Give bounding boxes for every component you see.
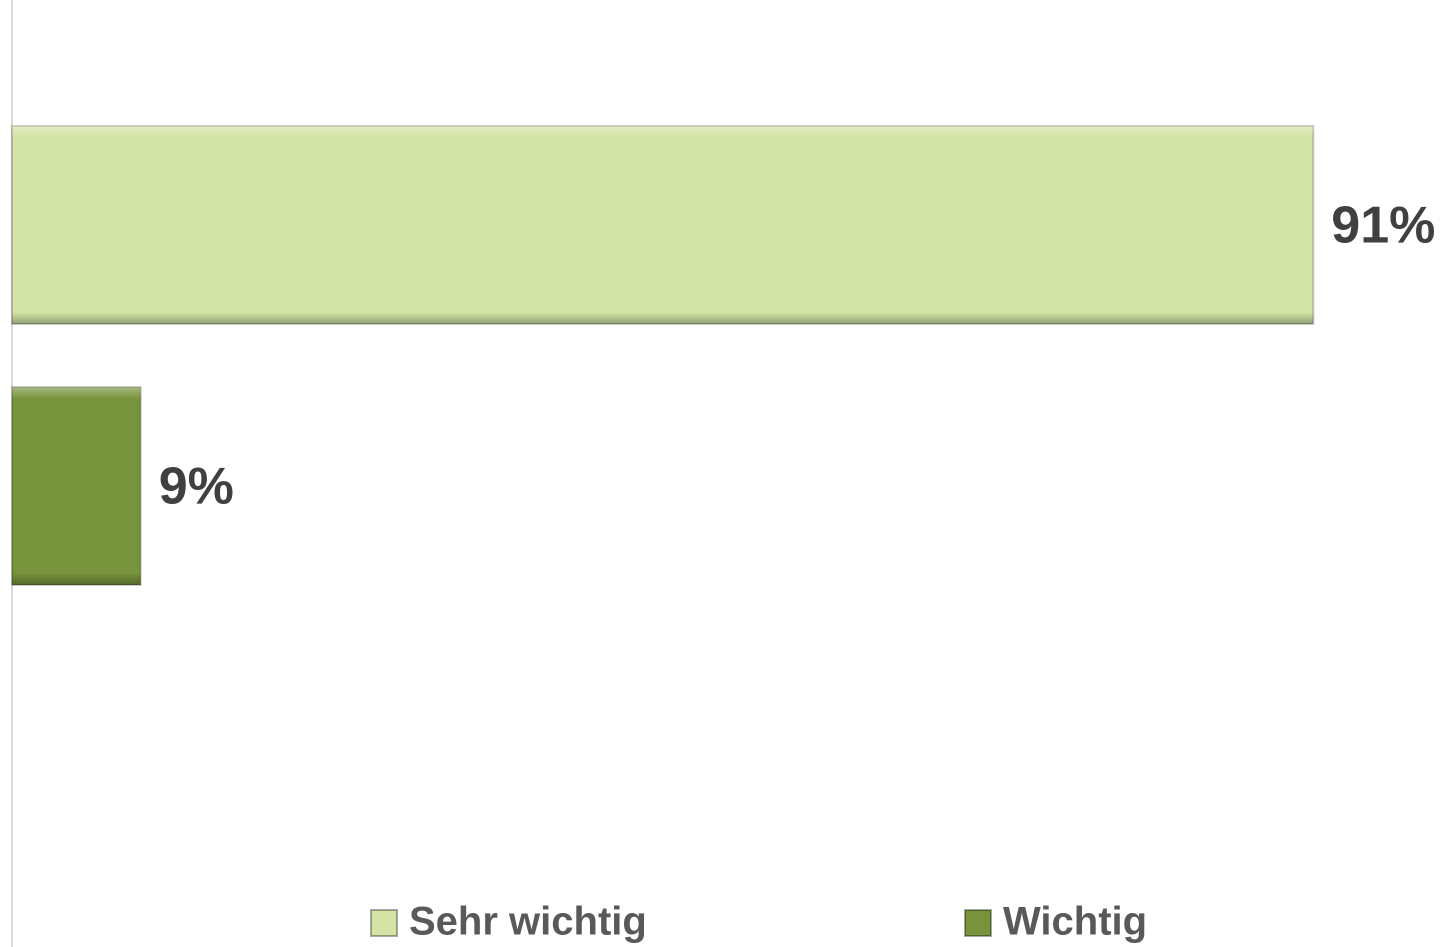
bar-shade xyxy=(12,126,1314,324)
legend-label: Wichtig xyxy=(1003,900,1147,944)
value-label: 91% xyxy=(1331,197,1435,255)
legend-label: Sehr wichtig xyxy=(409,900,647,944)
bar-shade xyxy=(12,387,141,585)
legend-marker xyxy=(370,909,398,937)
legend-marker xyxy=(964,909,992,937)
value-label: 9% xyxy=(159,458,234,516)
